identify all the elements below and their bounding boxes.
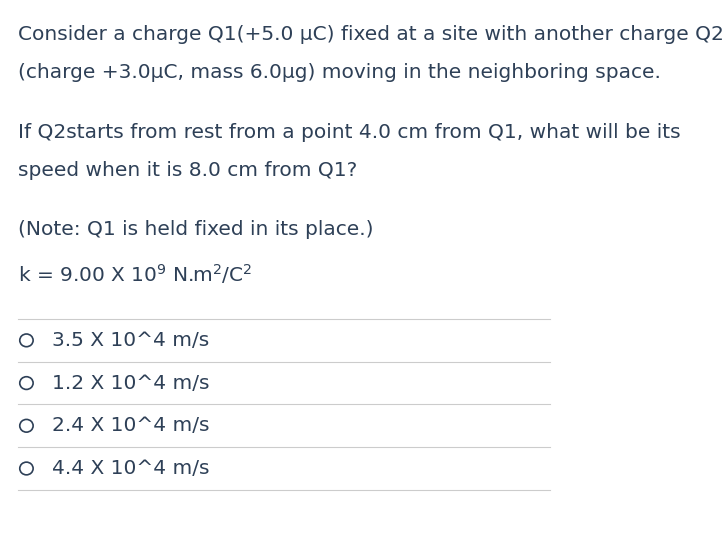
Text: 3.5 X 10^4 m/s: 3.5 X 10^4 m/s (51, 331, 209, 350)
Text: 1.2 X 10^4 m/s: 1.2 X 10^4 m/s (51, 373, 209, 393)
Text: speed when it is 8.0 cm from Q1?: speed when it is 8.0 cm from Q1? (18, 161, 358, 180)
Text: Consider a charge Q1(+5.0 μC) fixed at a site with another charge Q2: Consider a charge Q1(+5.0 μC) fixed at a… (18, 25, 724, 44)
Text: 2.4 X 10^4 m/s: 2.4 X 10^4 m/s (51, 416, 209, 435)
Text: k = 9.00 X 10$^{9}$ N.m$^{2}$/C$^{2}$: k = 9.00 X 10$^{9}$ N.m$^{2}$/C$^{2}$ (18, 262, 253, 286)
Text: (charge +3.0μC, mass 6.0μg) moving in the neighboring space.: (charge +3.0μC, mass 6.0μg) moving in th… (18, 63, 661, 82)
Text: If Q2starts from rest from a point 4.0 cm from Q1, what will be its: If Q2starts from rest from a point 4.0 c… (18, 123, 681, 141)
Text: (Note: Q1 is held fixed in its place.): (Note: Q1 is held fixed in its place.) (18, 220, 374, 239)
Text: 4.4 X 10^4 m/s: 4.4 X 10^4 m/s (51, 459, 209, 478)
